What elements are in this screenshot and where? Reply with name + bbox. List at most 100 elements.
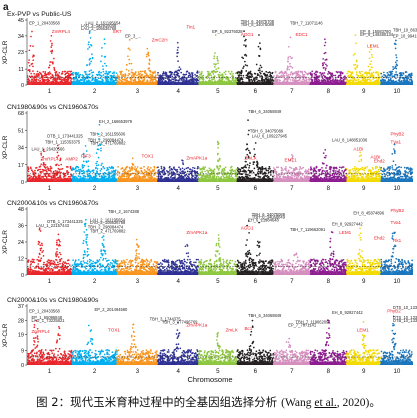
snp-point — [331, 72, 333, 74]
snp-point — [102, 166, 104, 168]
chromosome-base-band — [72, 82, 117, 85]
snp-point — [49, 64, 51, 66]
snp-point — [219, 76, 221, 78]
snp-point — [119, 175, 121, 177]
snp-point — [68, 172, 70, 174]
snp-point — [157, 170, 159, 172]
snp-point — [217, 62, 219, 64]
snp-point — [127, 171, 129, 173]
snp-point — [148, 62, 150, 64]
snp-point — [45, 79, 47, 81]
snp-point — [360, 75, 362, 77]
snp-point — [138, 175, 140, 177]
snp-point — [102, 68, 104, 70]
snp-point — [67, 166, 69, 168]
snp-point — [101, 168, 103, 170]
snp-point — [297, 80, 299, 82]
snp-point — [381, 75, 383, 77]
y-tick-label: 45 — [18, 18, 24, 24]
snp-point — [152, 72, 154, 74]
snp-point — [272, 80, 274, 82]
snp-point — [163, 71, 165, 73]
snp-point — [72, 174, 74, 176]
snp-point — [34, 170, 36, 172]
x-tick-label: 10 — [393, 88, 400, 95]
snp-point — [406, 78, 408, 80]
snp-point — [42, 80, 44, 82]
snp-point — [396, 60, 398, 62]
snp-point — [148, 55, 150, 57]
snp-point — [105, 78, 107, 80]
snp-point — [45, 169, 47, 171]
snp-point — [327, 73, 329, 75]
snp-point — [411, 73, 413, 75]
snp-point — [323, 74, 325, 76]
snp-point — [247, 73, 249, 75]
snp-point — [358, 75, 360, 77]
snp-point — [251, 80, 253, 82]
snp-point — [147, 166, 149, 168]
snp-point — [141, 74, 143, 76]
snp-point — [83, 75, 85, 77]
snp-point — [29, 65, 31, 67]
snp-point — [301, 72, 303, 74]
snp-point — [136, 74, 138, 76]
snp-point — [89, 70, 91, 72]
y-axis-label: XP-CLR — [2, 40, 9, 64]
snp-point — [165, 76, 167, 78]
snp-point — [48, 169, 50, 171]
snp-point — [30, 36, 32, 38]
y-tick-label: 68 — [18, 111, 24, 117]
snp-point — [299, 79, 301, 81]
snp-point — [357, 64, 359, 66]
snp-point — [170, 80, 172, 82]
snp-point — [333, 75, 335, 77]
snp-point — [270, 72, 272, 74]
snp-point — [356, 73, 358, 75]
x-tick-label: 8 — [327, 88, 331, 95]
snp-point — [59, 78, 61, 80]
snp-point — [77, 170, 79, 172]
snp-point — [183, 79, 185, 81]
snp-point — [103, 71, 105, 73]
snp-point — [215, 64, 217, 66]
snp-point — [85, 71, 87, 73]
y-tick-label: 11 — [18, 67, 24, 73]
snp-point — [229, 73, 231, 75]
snp-point — [168, 75, 170, 77]
snp-point — [100, 61, 102, 63]
snp-point — [163, 79, 165, 81]
snp-point — [92, 78, 94, 80]
snp-point — [113, 170, 115, 172]
snp-point — [85, 78, 87, 80]
snp-point — [371, 73, 373, 75]
snp-point — [222, 73, 224, 75]
snp-point — [37, 176, 39, 178]
snp-point — [63, 174, 65, 176]
chromosome-4-points — [157, 159, 199, 182]
snp-point — [41, 76, 43, 78]
snp-point — [59, 75, 61, 77]
snp-point — [54, 68, 56, 70]
snp-point — [148, 67, 150, 69]
snp-point — [92, 57, 94, 59]
snp-point — [315, 71, 317, 73]
snp-point — [219, 74, 221, 76]
snp-point — [219, 72, 221, 74]
snp-point — [182, 167, 184, 169]
snp-point — [395, 54, 397, 56]
x-tick-label: 9 — [362, 88, 366, 95]
snp-point — [379, 76, 381, 78]
snp-point — [260, 65, 262, 67]
snp-point — [52, 62, 54, 64]
chromosome-base-band — [117, 82, 158, 85]
snp-point — [195, 79, 197, 81]
snp-point — [32, 70, 34, 72]
snp-point — [55, 74, 57, 76]
snp-point — [295, 80, 297, 82]
snp-point — [164, 74, 166, 76]
snp-point — [105, 71, 107, 73]
snp-point — [184, 80, 186, 82]
snp-point — [170, 71, 172, 73]
